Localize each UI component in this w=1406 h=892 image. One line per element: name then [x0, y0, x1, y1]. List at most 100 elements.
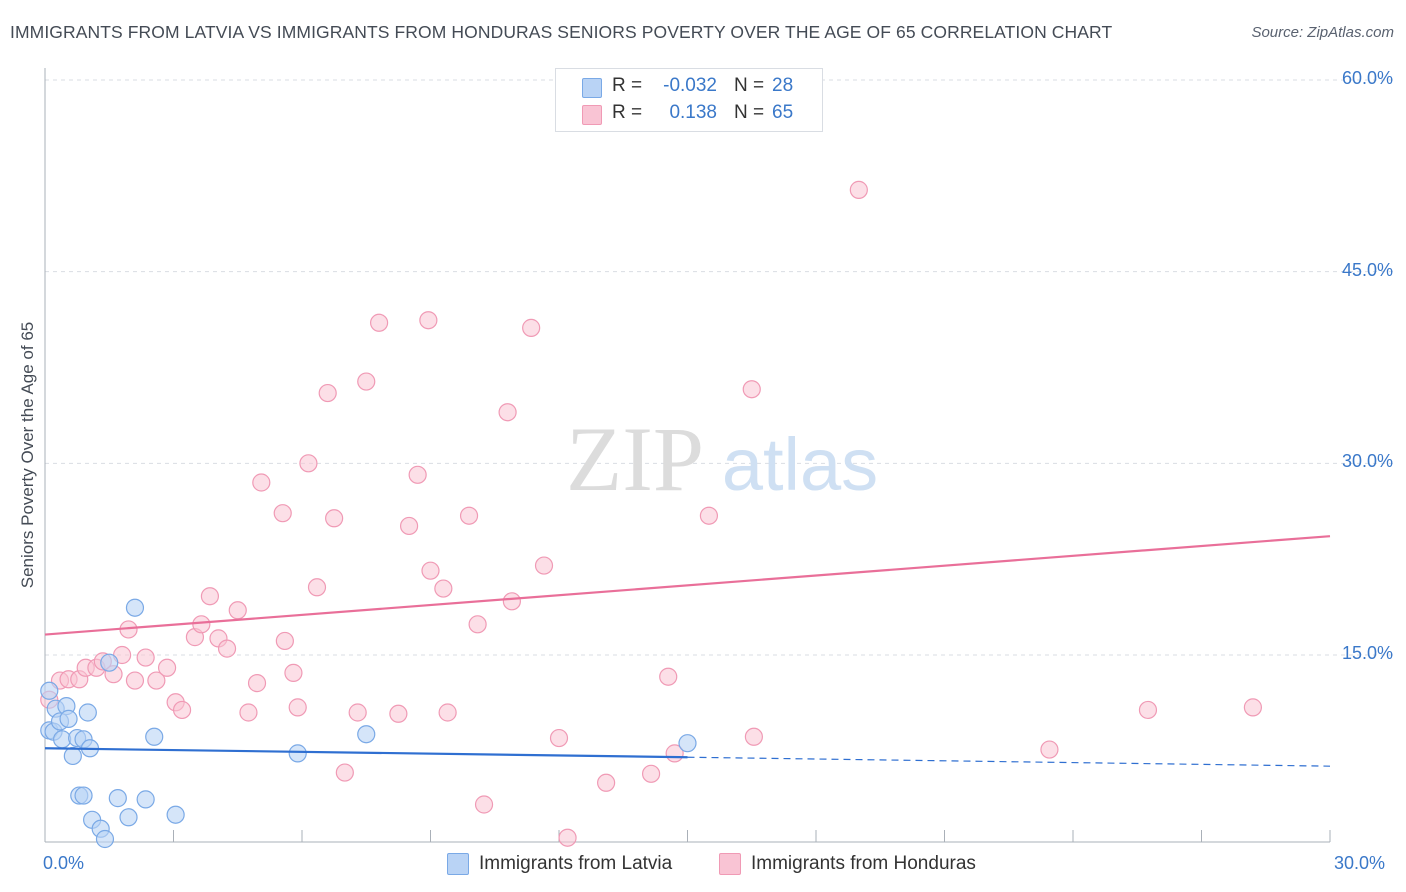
honduras-point [217, 639, 237, 658]
honduras-point [389, 704, 408, 723]
x-tick-max: 30.0% [1334, 853, 1386, 873]
latvia-point [63, 746, 82, 766]
legend-r-label: R = [612, 102, 643, 123]
legend-swatch-latvia [582, 78, 602, 98]
honduras-point [192, 615, 211, 634]
latvia-point [59, 709, 78, 728]
legend-n-value-honduras: 65 [772, 102, 794, 123]
latvia-point [136, 790, 155, 809]
latvia-point [288, 744, 307, 763]
honduras-point [252, 473, 271, 492]
honduras-point [284, 663, 303, 682]
honduras-point [307, 578, 327, 597]
y-tick-label: 45.0% [1341, 259, 1393, 280]
legend-n-label: N = [734, 102, 765, 123]
honduras-point [699, 506, 719, 525]
honduras-point [275, 631, 294, 651]
honduras-point [459, 506, 479, 525]
honduras-point [468, 615, 487, 634]
latvia-point [678, 734, 697, 753]
chart-title: IMMIGRANTS FROM LATVIA VS IMMIGRANTS FRO… [10, 22, 1113, 42]
legend-n-value-latvia: 28 [772, 75, 794, 96]
honduras-point [419, 311, 438, 330]
latvia-points [40, 598, 697, 849]
latvia-point [74, 786, 93, 805]
y-tick-label: 30.0% [1341, 451, 1393, 472]
honduras-point [474, 795, 494, 814]
honduras-point [370, 313, 389, 332]
legend-n-label: N = [734, 75, 765, 96]
grid-lines [45, 79, 1395, 656]
honduras-point [659, 667, 678, 686]
honduras-point [1243, 698, 1263, 717]
honduras-point [742, 380, 761, 399]
y-tick-label: 60.0% [1341, 68, 1393, 88]
honduras-point [125, 671, 145, 690]
latvia-point [100, 653, 119, 672]
honduras-point [502, 592, 521, 611]
honduras-point [549, 728, 569, 748]
honduras-point [1138, 700, 1158, 720]
honduras-point [147, 671, 166, 690]
honduras-point [239, 703, 258, 722]
latvia-point [78, 703, 97, 722]
honduras-point [273, 504, 292, 523]
honduras-point [288, 698, 307, 717]
latvia-point [119, 808, 138, 827]
trend-lines [44, 535, 1331, 767]
bottom-legend-label-honduras: Immigrants from Honduras [751, 853, 976, 874]
honduras-point [641, 764, 661, 783]
watermark-zip: ZIP [566, 408, 704, 510]
honduras-point [318, 383, 337, 403]
honduras-point [172, 700, 192, 720]
honduras-point [558, 828, 577, 847]
honduras-point [325, 509, 344, 528]
honduras-point [228, 601, 247, 620]
bottom-legend-label-latvia: Immigrants from Latvia [479, 853, 673, 874]
honduras-point [744, 727, 763, 746]
honduras-point [534, 556, 554, 575]
latvia-point [108, 789, 127, 808]
honduras-point [597, 773, 616, 792]
legend-swatch-honduras [582, 105, 602, 125]
bottom-legend-swatch-latvia [447, 853, 469, 875]
legend-r-value-honduras: 0.138 [669, 102, 717, 123]
legend-r-value-latvia: -0.032 [663, 75, 717, 96]
bottom-legend-swatch-honduras [719, 853, 741, 875]
latvia-point [53, 730, 72, 749]
honduras-trend-line [44, 535, 1331, 636]
honduras-points [40, 105, 1263, 847]
honduras-point [421, 561, 440, 580]
axes [44, 68, 1331, 843]
legend-r-label: R = [612, 75, 643, 96]
honduras-point [335, 763, 354, 782]
honduras-point [522, 318, 541, 337]
latvia-point [145, 727, 164, 746]
x-tick-min: 0.0% [43, 853, 85, 873]
y-tick-label: 15.0% [1341, 643, 1393, 663]
honduras-point [157, 658, 177, 677]
source-credit: Source: ZipAtlas.com [1251, 24, 1394, 41]
honduras-point [200, 587, 220, 606]
honduras-point [348, 703, 367, 722]
stats-legend: R = -0.032 N = 28 R = 0.138 N = 65 [555, 68, 823, 132]
honduras-point [399, 516, 419, 536]
latvia-trend-line [44, 747, 688, 759]
watermark-atlas: atlas [722, 423, 878, 506]
honduras-point [247, 674, 267, 693]
honduras-point [438, 703, 457, 722]
honduras-point [434, 579, 453, 598]
honduras-point [408, 465, 427, 484]
latvia-point [357, 725, 376, 744]
latvia-trend-line-extrapolated [687, 756, 1331, 767]
latvia-point [95, 829, 115, 849]
honduras-point [849, 180, 868, 199]
honduras-point [1040, 740, 1059, 759]
latvia-point [125, 598, 145, 617]
latvia-point [166, 805, 185, 824]
latvia-point [40, 681, 59, 700]
honduras-point [136, 648, 155, 667]
honduras-point [498, 403, 517, 422]
honduras-point [357, 372, 376, 391]
